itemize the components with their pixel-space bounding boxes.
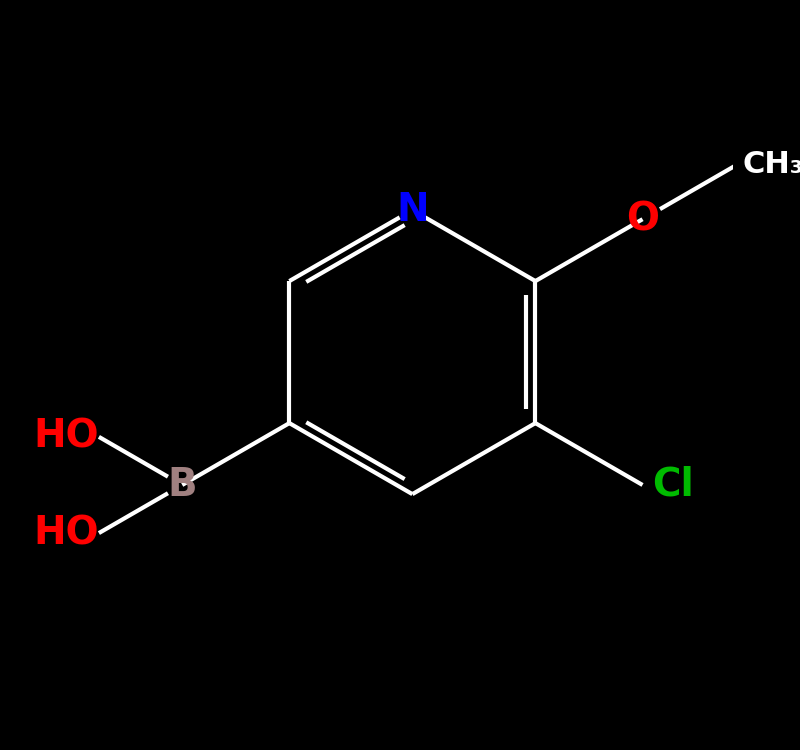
Text: B: B [167,466,197,504]
Text: N: N [396,191,429,229]
Text: Cl: Cl [652,466,694,504]
Text: CH₃: CH₃ [742,150,800,178]
Text: HO: HO [34,418,99,456]
Text: HO: HO [34,514,99,552]
Text: O: O [626,200,659,238]
